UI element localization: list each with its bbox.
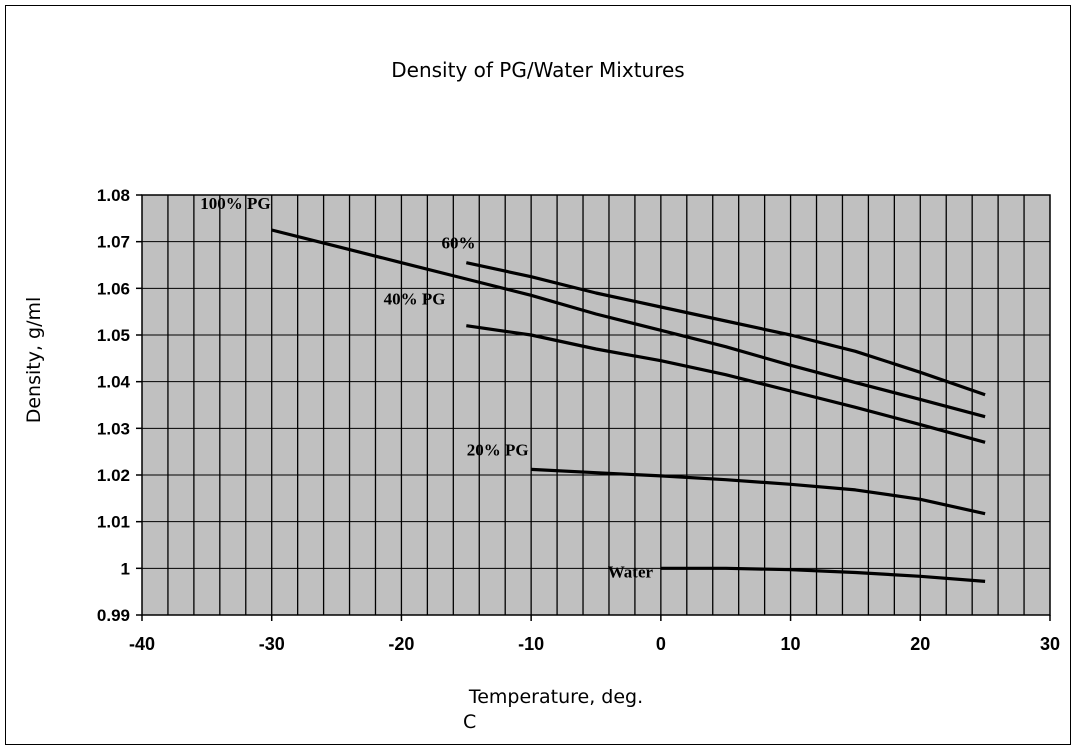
x-tick-label: -10 bbox=[518, 634, 544, 654]
x-tick-label: 0 bbox=[656, 634, 666, 654]
x-tick-label: 20 bbox=[910, 634, 930, 654]
x-tick-label: 30 bbox=[1040, 634, 1060, 654]
series-label: 100% PG bbox=[200, 194, 270, 213]
series-labels: 100% PG 60% 40% PG 20% PG Water bbox=[200, 194, 653, 582]
y-tick-label: 1.01 bbox=[97, 513, 130, 532]
series-label: 60% bbox=[442, 234, 476, 253]
plot-area bbox=[142, 195, 1050, 615]
x-tick-labels: -40 -30 -20 -10 0 10 20 30 bbox=[129, 634, 1060, 654]
y-tick-label: 1.03 bbox=[97, 419, 130, 438]
x-axis-label-line2: C bbox=[463, 711, 476, 733]
y-tick-label: 1.07 bbox=[97, 233, 130, 252]
y-tick-labels: 1.08 1.07 1.06 1.05 1.04 1.03 1.02 1.01 1 0.99 bbox=[97, 186, 131, 625]
x-tick-label: -40 bbox=[129, 634, 155, 654]
series-line bbox=[531, 467, 986, 516]
y-tick-label: 1.06 bbox=[97, 279, 130, 298]
x-axis-label-line1: Temperature, deg. bbox=[468, 686, 643, 708]
data-series bbox=[271, 228, 986, 583]
series-label: Water bbox=[608, 563, 654, 582]
series-line bbox=[465, 261, 986, 397]
series-label: 20% PG bbox=[467, 440, 529, 459]
x-tick-label: -20 bbox=[388, 634, 414, 654]
y-tick-label: 1.05 bbox=[97, 326, 130, 345]
y-tick-label: 1.02 bbox=[97, 466, 130, 485]
series-line bbox=[660, 566, 986, 583]
series-line bbox=[466, 324, 986, 444]
axes bbox=[136, 194, 1051, 621]
y-axis-label: Density, g/ml bbox=[23, 297, 45, 424]
series-label: 40% PG bbox=[384, 290, 446, 309]
x-tick-label: 10 bbox=[781, 634, 801, 654]
chart-title: Density of PG/Water Mixtures bbox=[391, 58, 684, 82]
series-line bbox=[271, 228, 986, 419]
y-tick-label: 1.08 bbox=[97, 186, 130, 205]
y-tick-label: 1 bbox=[121, 559, 130, 578]
x-tick-label: -30 bbox=[259, 634, 285, 654]
y-tick-label: 1.04 bbox=[97, 373, 131, 392]
grid-lines bbox=[142, 195, 1050, 615]
y-tick-label: 0.99 bbox=[97, 606, 130, 625]
plot-border bbox=[141, 194, 1051, 616]
